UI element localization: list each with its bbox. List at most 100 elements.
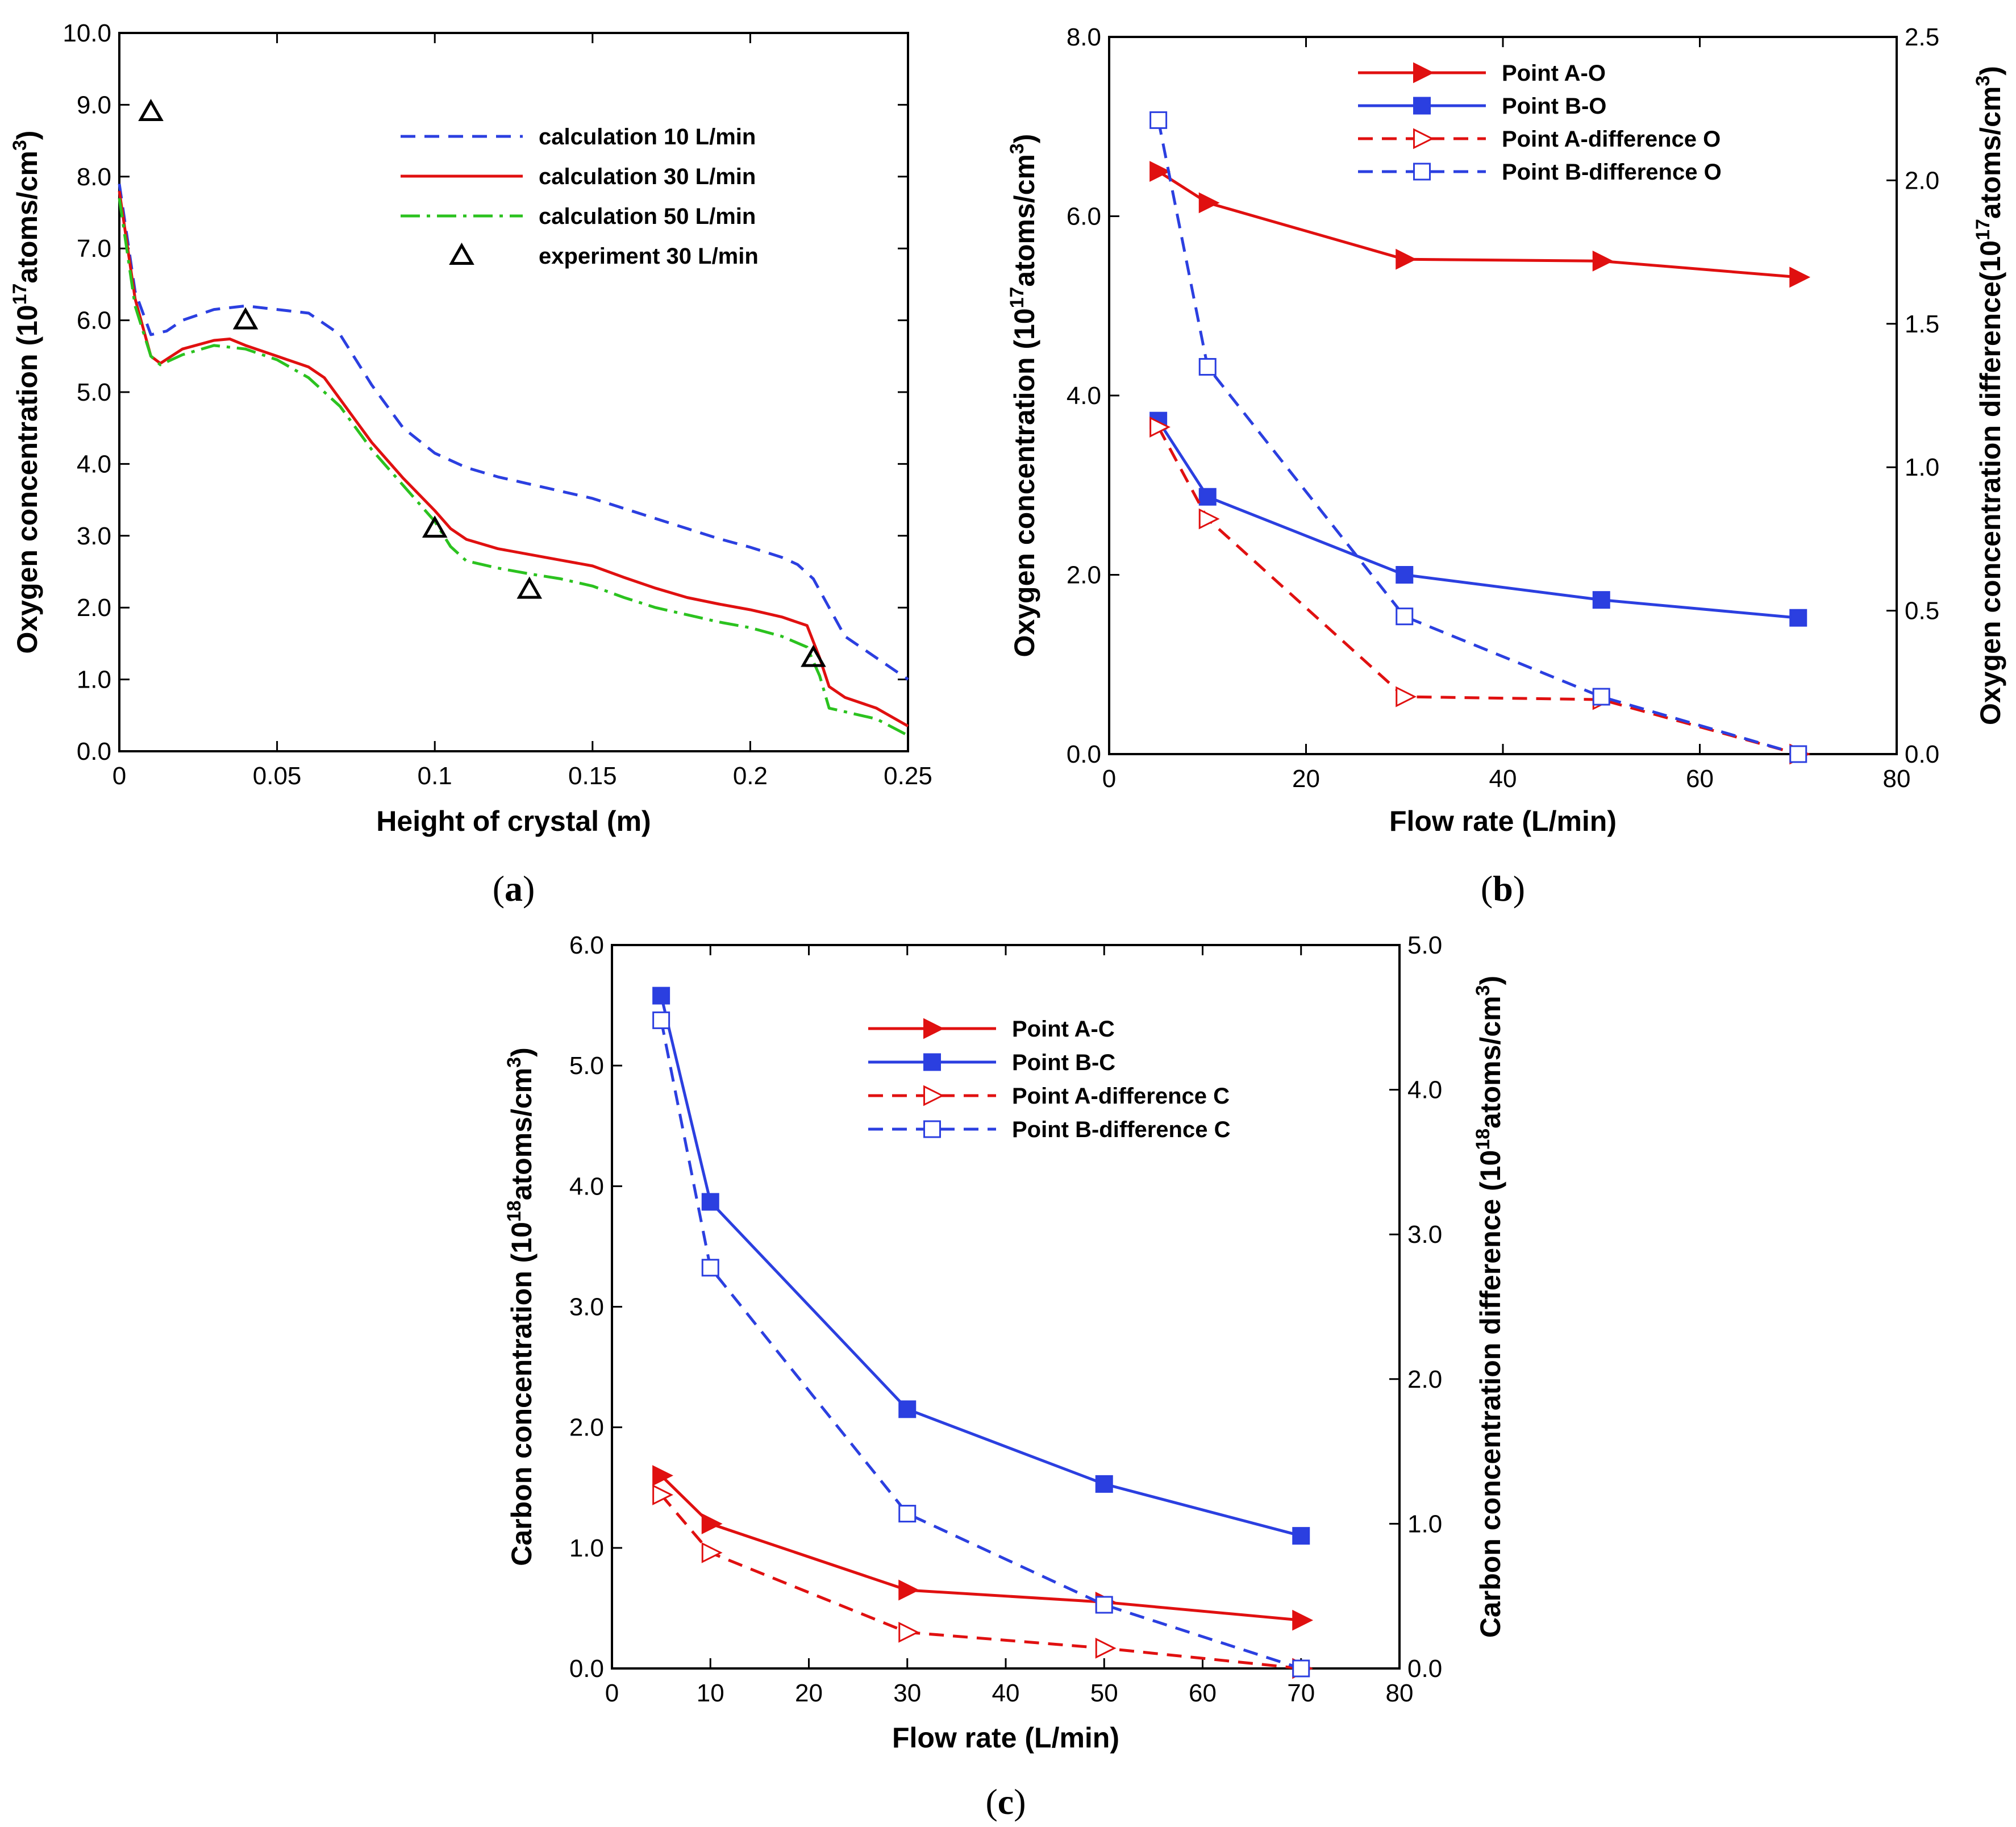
y-tick-label: 0.0: [77, 738, 111, 765]
y2-axis-label-mid: atoms/cm: [1975, 86, 2006, 219]
y-axis-label-end: ): [11, 131, 43, 140]
legend-item: Point A-difference O: [1358, 127, 1721, 152]
y-tick-label: 9.0: [77, 91, 111, 119]
series-line: [660, 995, 1302, 1538]
legend-item: Point B-C: [868, 1050, 1115, 1075]
y2-axis-label-sup: 17: [1972, 219, 1994, 240]
panel-label-letter: c: [998, 1782, 1014, 1822]
data-point: [1396, 686, 1417, 708]
series-point-b-o: [1149, 411, 1807, 627]
y2-tick-label: 1.0: [1407, 1510, 1442, 1538]
panel-label-open: (: [1481, 868, 1493, 909]
y-tick-label: 3.0: [569, 1293, 604, 1321]
data-point: [232, 307, 259, 330]
legend-item: Point B-difference O: [1358, 160, 1722, 185]
x-tick-label: 30: [893, 1679, 921, 1707]
x-tick-label: 80: [1883, 765, 1911, 793]
legend-label: Point A-difference O: [1502, 127, 1721, 152]
y-tick-label: 6.0: [569, 931, 604, 959]
y-tick-label: 8.0: [77, 163, 111, 191]
data-point: [1198, 488, 1217, 506]
y-axis-label-main: Carbon concentration (10: [506, 1222, 538, 1566]
series-point-b-difference-c: [652, 1011, 1310, 1678]
y-axis-label: Oxygen concentration (1017atoms/cm3): [9, 131, 43, 654]
y2-tick-label: 2.0: [1905, 167, 1939, 194]
legend-marker: [449, 242, 474, 265]
data-point: [1198, 358, 1217, 376]
y-tick-label: 1.0: [569, 1534, 604, 1562]
x-tick-label: 0.05: [253, 762, 302, 790]
data-point: [1789, 609, 1807, 627]
panel-label-close: ): [1014, 1782, 1026, 1822]
legend-label: Point B-difference C: [1012, 1117, 1230, 1142]
panel-label: (c): [985, 1782, 1026, 1822]
data-point: [652, 987, 670, 1005]
legend-label: calculation 30 L/min: [539, 164, 756, 189]
legend-marker: [1413, 163, 1431, 181]
series-point-a-difference-c: [652, 1484, 1314, 1679]
y-tick-label: 3.0: [77, 522, 111, 550]
x-tick-label: 0.2: [733, 762, 768, 790]
data-point: [652, 1465, 673, 1486]
y-tick-label: 0.0: [1067, 740, 1101, 768]
y-tick-label: 5.0: [569, 1052, 604, 1080]
legend: Point A-O Point B-O Point A-difference O Po…: [1358, 61, 1722, 185]
x-tick-label: 70: [1287, 1679, 1315, 1707]
x-tick-label: 20: [1292, 765, 1320, 793]
y-axis-label-mid: atoms/cm: [506, 1068, 538, 1200]
data-point: [1292, 1659, 1310, 1678]
data-point: [701, 1193, 719, 1211]
data-point: [898, 1579, 920, 1601]
data-point: [1198, 508, 1220, 530]
y-axis-label-mid: atoms/cm: [11, 151, 43, 283]
data-point: [517, 576, 543, 599]
panel-label-letter: a: [505, 868, 523, 909]
data-point: [898, 1621, 920, 1643]
data-point: [1592, 591, 1610, 609]
y-tick-label: 6.0: [1067, 203, 1101, 231]
panel-label-open: (: [985, 1782, 997, 1822]
legend-label: experiment 30 L/min: [539, 244, 759, 269]
y-tick-label: 8.0: [1067, 23, 1101, 51]
series-line: [1157, 170, 1798, 279]
panel-label-letter: b: [1493, 868, 1513, 909]
y-axis-label-sup2: 3: [503, 1057, 525, 1068]
y2-axis-label: Carbon concentration difference (1018ato…: [1472, 976, 1506, 1638]
y-axis-label-main: Oxygen concentration (10: [11, 305, 43, 654]
series-point-a-difference-o: [1149, 417, 1811, 765]
data-point: [1149, 417, 1171, 438]
data-point: [652, 1484, 673, 1505]
data-point: [1149, 161, 1171, 182]
x-tick-label: 80: [1386, 1679, 1414, 1707]
legend-marker: [1413, 62, 1434, 84]
y-tick-label: 4.0: [1067, 382, 1101, 410]
data-point: [1396, 566, 1414, 584]
chart-c: 0 10 20 30 40 50 60 70 800.01.02.03.04.05.06.00.…: [503, 931, 1506, 1822]
panel-label: (b): [1481, 868, 1525, 909]
x-tick-label: 0.15: [568, 762, 617, 790]
series-point-b-c: [652, 987, 1310, 1545]
y-axis-label-sup: 17: [9, 284, 31, 305]
series-calculation-50-l-min: [118, 198, 909, 737]
data-point: [1292, 1609, 1314, 1631]
legend-label: Point A-O: [1502, 61, 1606, 86]
x-tick-label: 0: [113, 762, 126, 790]
y2-axis-label-end: ): [1975, 66, 2006, 76]
legend-label: Point A-C: [1012, 1017, 1115, 1042]
legend-item: Point B-difference C: [868, 1117, 1230, 1142]
y-tick-label: 2.0: [569, 1414, 604, 1442]
data-point: [1592, 250, 1614, 272]
y2-tick-label: 1.0: [1905, 453, 1939, 481]
y-tick-label: 5.0: [77, 378, 111, 406]
data-point: [652, 1011, 670, 1029]
data-point: [1149, 111, 1168, 129]
series-calculation-30-l-min: [118, 190, 909, 727]
y-tick-label: 10.0: [63, 19, 111, 47]
series-experiment-30-l-min: [138, 99, 826, 667]
plot-frame: [118, 32, 909, 752]
y-axis-label-main: Oxygen concentration (10: [1009, 308, 1040, 657]
x-tick-label: 0: [1102, 765, 1116, 793]
legend-label: Point B-difference O: [1502, 160, 1722, 185]
y2-tick-label: 3.0: [1407, 1221, 1442, 1248]
y-tick-label: 6.0: [77, 307, 111, 335]
